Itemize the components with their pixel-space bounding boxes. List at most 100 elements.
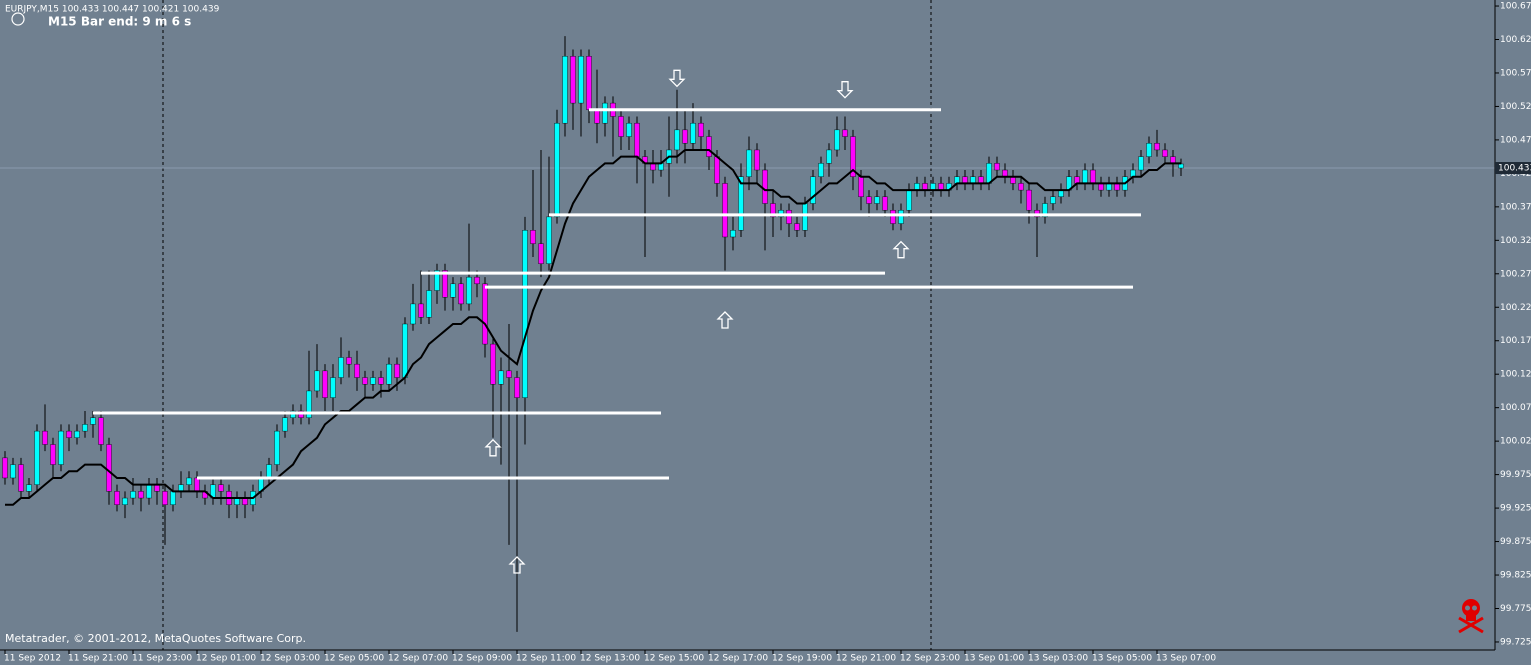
y-tick-label: 100.575 (1500, 68, 1531, 78)
candle-body (618, 116, 624, 137)
candle-body (906, 189, 912, 211)
candle-body (730, 230, 736, 238)
y-tick-label: 99.975 (1500, 470, 1531, 480)
x-tick-label: 12 Sep 21:00 (836, 654, 896, 664)
candle-body (2, 457, 8, 479)
y-tick-label: 100.625 (1500, 35, 1531, 45)
candle-body (810, 176, 816, 204)
candle-body (186, 477, 192, 485)
candle-body (882, 196, 888, 211)
candle-body (562, 56, 568, 124)
candle-body (370, 377, 376, 385)
x-tick-label: 12 Sep 05:00 (324, 654, 384, 664)
y-tick-label: 99.775 (1500, 604, 1531, 614)
candle-body (266, 464, 272, 479)
candle-body (954, 176, 960, 184)
candle-body (770, 203, 776, 218)
x-tick-label: 11 Sep 21:00 (68, 654, 128, 664)
candle-body (106, 444, 112, 492)
candle-body (514, 377, 520, 398)
candle-body (90, 417, 96, 425)
x-tick-label: 12 Sep 17:00 (708, 654, 768, 664)
candle-body (850, 136, 856, 177)
candle-body (1098, 183, 1104, 191)
candle-body (1058, 189, 1064, 198)
plot-area (0, 0, 1495, 650)
candle-body (930, 183, 936, 191)
x-tick-label: 12 Sep 13:00 (580, 654, 640, 664)
candle-body (26, 484, 32, 492)
candle-body (914, 183, 920, 191)
candle-body (194, 477, 200, 492)
candle-body (994, 163, 1000, 171)
x-tick-label: 12 Sep 03:00 (260, 654, 320, 664)
candle-body (314, 370, 320, 392)
candle-body (786, 209, 792, 224)
candle-body (234, 497, 240, 505)
candle-body (170, 491, 176, 505)
candle-body (1146, 143, 1152, 157)
candle-body (386, 363, 392, 385)
candle-body (858, 176, 864, 198)
x-tick-label: 12 Sep 19:00 (772, 654, 832, 664)
signal-arrow (508, 556, 526, 574)
candle-body (1114, 183, 1120, 191)
candle-body (66, 430, 72, 438)
candle-body (530, 230, 536, 244)
candle-body (802, 203, 808, 231)
y-tick-label: 100.025 (1500, 437, 1531, 447)
candle-body (578, 56, 584, 104)
candle-body (1170, 156, 1176, 164)
candle-body (826, 149, 832, 164)
candle-body (866, 196, 872, 204)
candle-body (490, 343, 496, 385)
candle-body (450, 283, 456, 298)
x-tick-label: 12 Sep 15:00 (644, 654, 704, 664)
candle-body (394, 363, 400, 378)
candle-body (754, 149, 760, 171)
candle-body (482, 283, 488, 345)
candle-body (1002, 169, 1008, 177)
candle-body (698, 122, 704, 137)
y-tick-label: 100.525 (1500, 102, 1531, 112)
candle-body (18, 464, 24, 492)
candle-body (58, 430, 64, 465)
x-tick-label: 13 Sep 03:00 (1028, 654, 1088, 664)
candle-body (1162, 149, 1168, 157)
x-tick-label: 12 Sep 07:00 (388, 654, 448, 664)
chart-title: EURJPY,M15 100.433 100.447 100.421 100.4… (5, 5, 220, 15)
y-tick-label: 100.175 (1500, 336, 1531, 346)
candle-body (1130, 169, 1136, 177)
candle-body (1050, 196, 1056, 204)
candle-body (74, 430, 80, 438)
candle-body (122, 497, 128, 505)
signal-arrow (836, 81, 854, 99)
candle-body (218, 484, 224, 492)
candle-body (306, 390, 312, 418)
current-price-label: 100.433 (1498, 164, 1531, 174)
candle-body (354, 363, 360, 378)
candle-body (378, 377, 384, 385)
candle-body (746, 149, 752, 177)
candle-body (722, 183, 728, 238)
y-tick-label: 99.825 (1500, 571, 1531, 581)
candle-body (34, 430, 40, 485)
candle-body (1178, 163, 1184, 169)
candle-body (690, 122, 696, 144)
x-tick-label: 11 Sep 2012 (4, 654, 61, 664)
skull-icon (1458, 599, 1484, 634)
x-tick-label: 12 Sep 01:00 (196, 654, 256, 664)
candle-body (570, 56, 576, 104)
candle-body (674, 129, 680, 151)
candle-body (602, 102, 608, 124)
candle-body (1090, 169, 1096, 184)
candle-body (1042, 203, 1048, 218)
candle-body (1154, 143, 1160, 151)
x-tick-label: 11 Sep 23:00 (132, 654, 192, 664)
candle-body (970, 176, 976, 184)
candle-body (410, 303, 416, 325)
candle-body (1018, 183, 1024, 191)
x-tick-label: 12 Sep 09:00 (452, 654, 512, 664)
